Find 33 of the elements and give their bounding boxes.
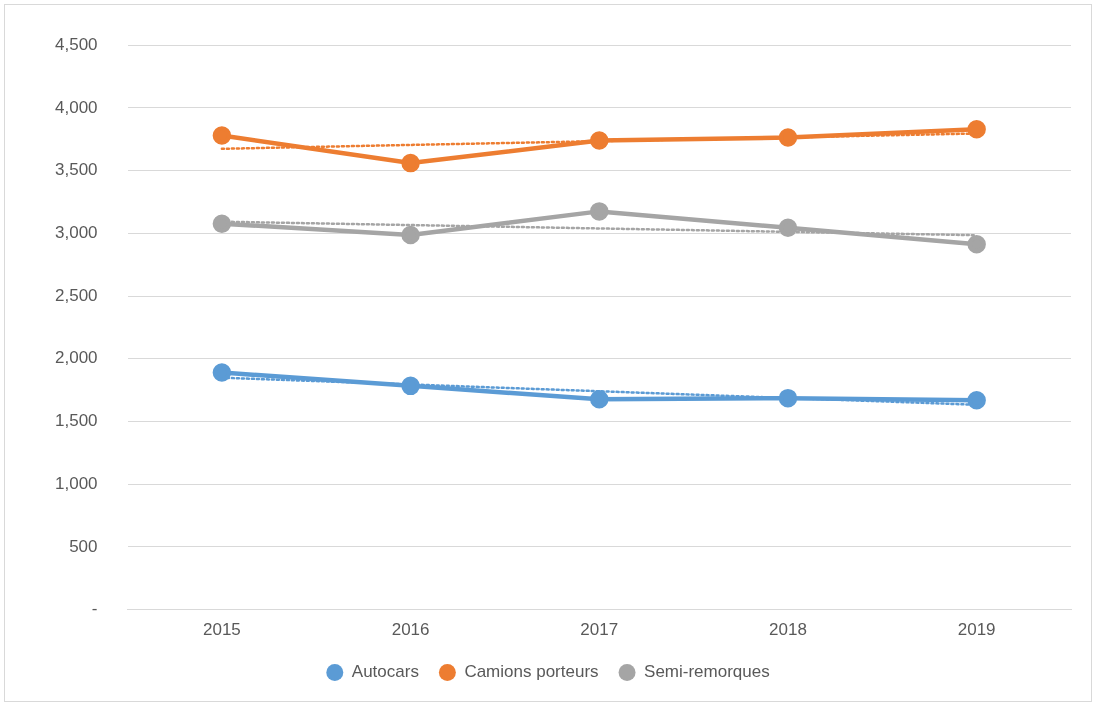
legend-label: Autocars [351, 662, 419, 682]
point [778, 218, 798, 238]
legend-label: Semi-remorques [644, 662, 770, 682]
y-tick-label: 2,000 [54, 348, 98, 368]
point [590, 131, 609, 150]
y-tick-label: 4,500 [54, 34, 98, 54]
point [967, 235, 986, 254]
y-tick-label: 3,000 [54, 223, 98, 243]
y-tick-label: 1,000 [54, 473, 98, 493]
point [212, 214, 232, 233]
point [401, 376, 420, 396]
point [967, 391, 986, 410]
point [778, 128, 798, 147]
x-tick-label: 2018 [769, 620, 807, 640]
point [967, 119, 986, 139]
y-tick-label: 3,500 [54, 160, 98, 180]
point [401, 153, 420, 173]
point [590, 390, 609, 409]
point [401, 225, 420, 245]
x-tick-label: 2016 [391, 620, 430, 640]
y-tick-label: - [91, 599, 98, 619]
point [778, 388, 798, 408]
y-tick-label: 1,500 [54, 411, 98, 431]
y-tick-label: 2,500 [54, 285, 98, 305]
y-tick-label: 500 [69, 536, 98, 556]
x-tick-label: 2017 [580, 620, 619, 640]
x-tick-label: 2019 [957, 620, 996, 640]
y-tick-label: 4,000 [54, 97, 98, 117]
point [590, 202, 609, 221]
x-tick-label: 2015 [202, 620, 241, 640]
point [212, 363, 232, 382]
legend-label: Camions porteurs [464, 662, 599, 682]
point [212, 126, 232, 145]
